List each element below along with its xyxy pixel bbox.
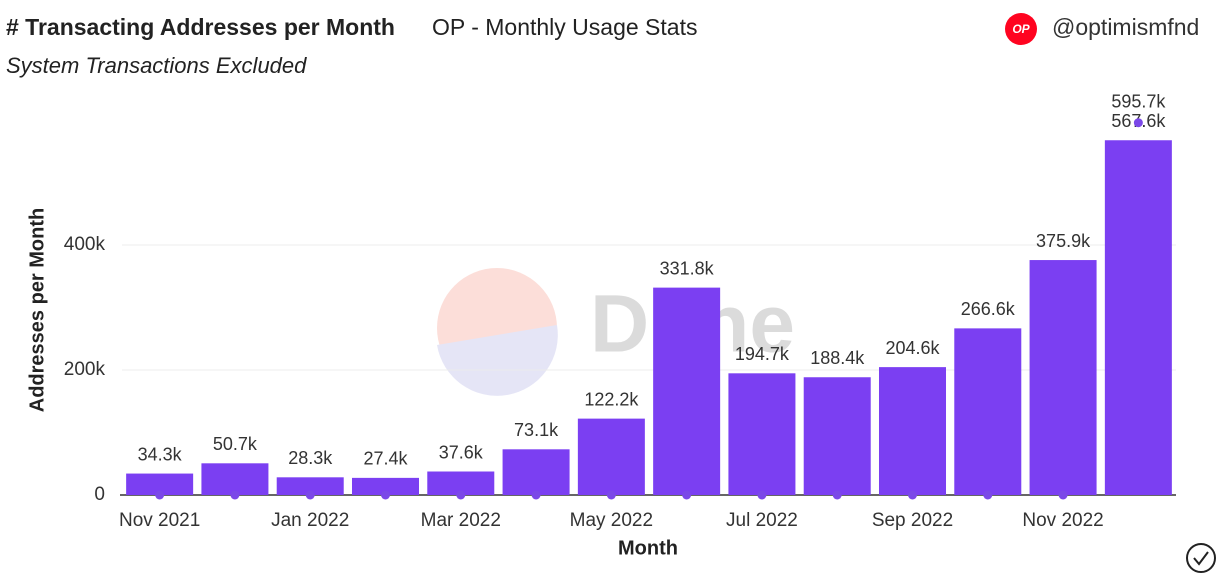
dot xyxy=(606,490,616,500)
bar xyxy=(351,477,420,495)
data-label: 73.1k xyxy=(514,420,559,440)
bar xyxy=(502,449,570,495)
data-label: 204.6k xyxy=(885,338,940,358)
data-label: 331.8k xyxy=(660,258,715,278)
dot xyxy=(1133,118,1143,128)
bar xyxy=(1029,260,1097,495)
x-tick-label: Jan 2022 xyxy=(271,510,349,531)
x-tick-label: Nov 2021 xyxy=(119,510,200,531)
dot xyxy=(832,490,842,500)
dot xyxy=(305,490,315,500)
data-label: 27.4k xyxy=(363,449,408,469)
check-icon[interactable] xyxy=(1186,543,1216,573)
logo xyxy=(1005,13,1037,45)
data-label: 188.4k xyxy=(810,348,865,368)
dot xyxy=(155,490,165,500)
data-label: 375.9k xyxy=(1036,231,1091,251)
handle[interactable]: @optimismfnd xyxy=(1052,14,1199,40)
dot xyxy=(983,490,993,500)
bar xyxy=(878,367,947,495)
x-tick-label: Mar 2022 xyxy=(421,510,501,531)
data-label: 28.3k xyxy=(288,448,333,468)
data-label: 595.7k xyxy=(1111,91,1166,111)
y-tick-label: 400k xyxy=(64,234,106,255)
data-label: 266.6k xyxy=(961,299,1016,319)
data-label: 34.3k xyxy=(138,444,183,464)
dot xyxy=(456,490,466,500)
bar xyxy=(803,377,871,495)
dot xyxy=(908,490,917,500)
bar xyxy=(276,477,344,495)
x-axis-label: Month xyxy=(618,537,678,559)
bar xyxy=(728,373,796,495)
x-tick-label: Sep 2022 xyxy=(872,510,953,531)
data-label: 37.6k xyxy=(439,442,484,462)
bar xyxy=(427,471,495,495)
y-tick-label: 200k xyxy=(64,359,106,380)
data-label: 122.2k xyxy=(584,389,639,409)
y-tick-label: 0 xyxy=(94,484,105,505)
dot xyxy=(381,490,390,500)
data-label: 194.7k xyxy=(735,344,790,364)
y-axis-label: Addresses per Month xyxy=(26,208,48,412)
dot xyxy=(1058,490,1068,500)
x-tick-label: Nov 2022 xyxy=(1022,510,1103,531)
x-tick-label: Jul 2022 xyxy=(726,510,798,531)
dot xyxy=(230,490,240,500)
data-label: 50.7k xyxy=(213,434,258,454)
chart-note: System Transactions Excluded xyxy=(6,53,307,78)
chart-title: # Transacting Addresses per Month xyxy=(6,14,395,40)
bar xyxy=(126,473,194,495)
x-tick-label: May 2022 xyxy=(570,510,653,531)
dot xyxy=(682,490,692,500)
chart-subtitle: OP - Monthly Usage Stats xyxy=(432,14,697,40)
dot xyxy=(757,490,767,500)
logo-text: OP xyxy=(1012,22,1030,36)
bar xyxy=(577,418,645,495)
bar xyxy=(1104,140,1172,495)
bar xyxy=(201,463,269,495)
dot xyxy=(531,490,541,500)
bar xyxy=(954,328,1022,495)
bar xyxy=(653,287,721,495)
